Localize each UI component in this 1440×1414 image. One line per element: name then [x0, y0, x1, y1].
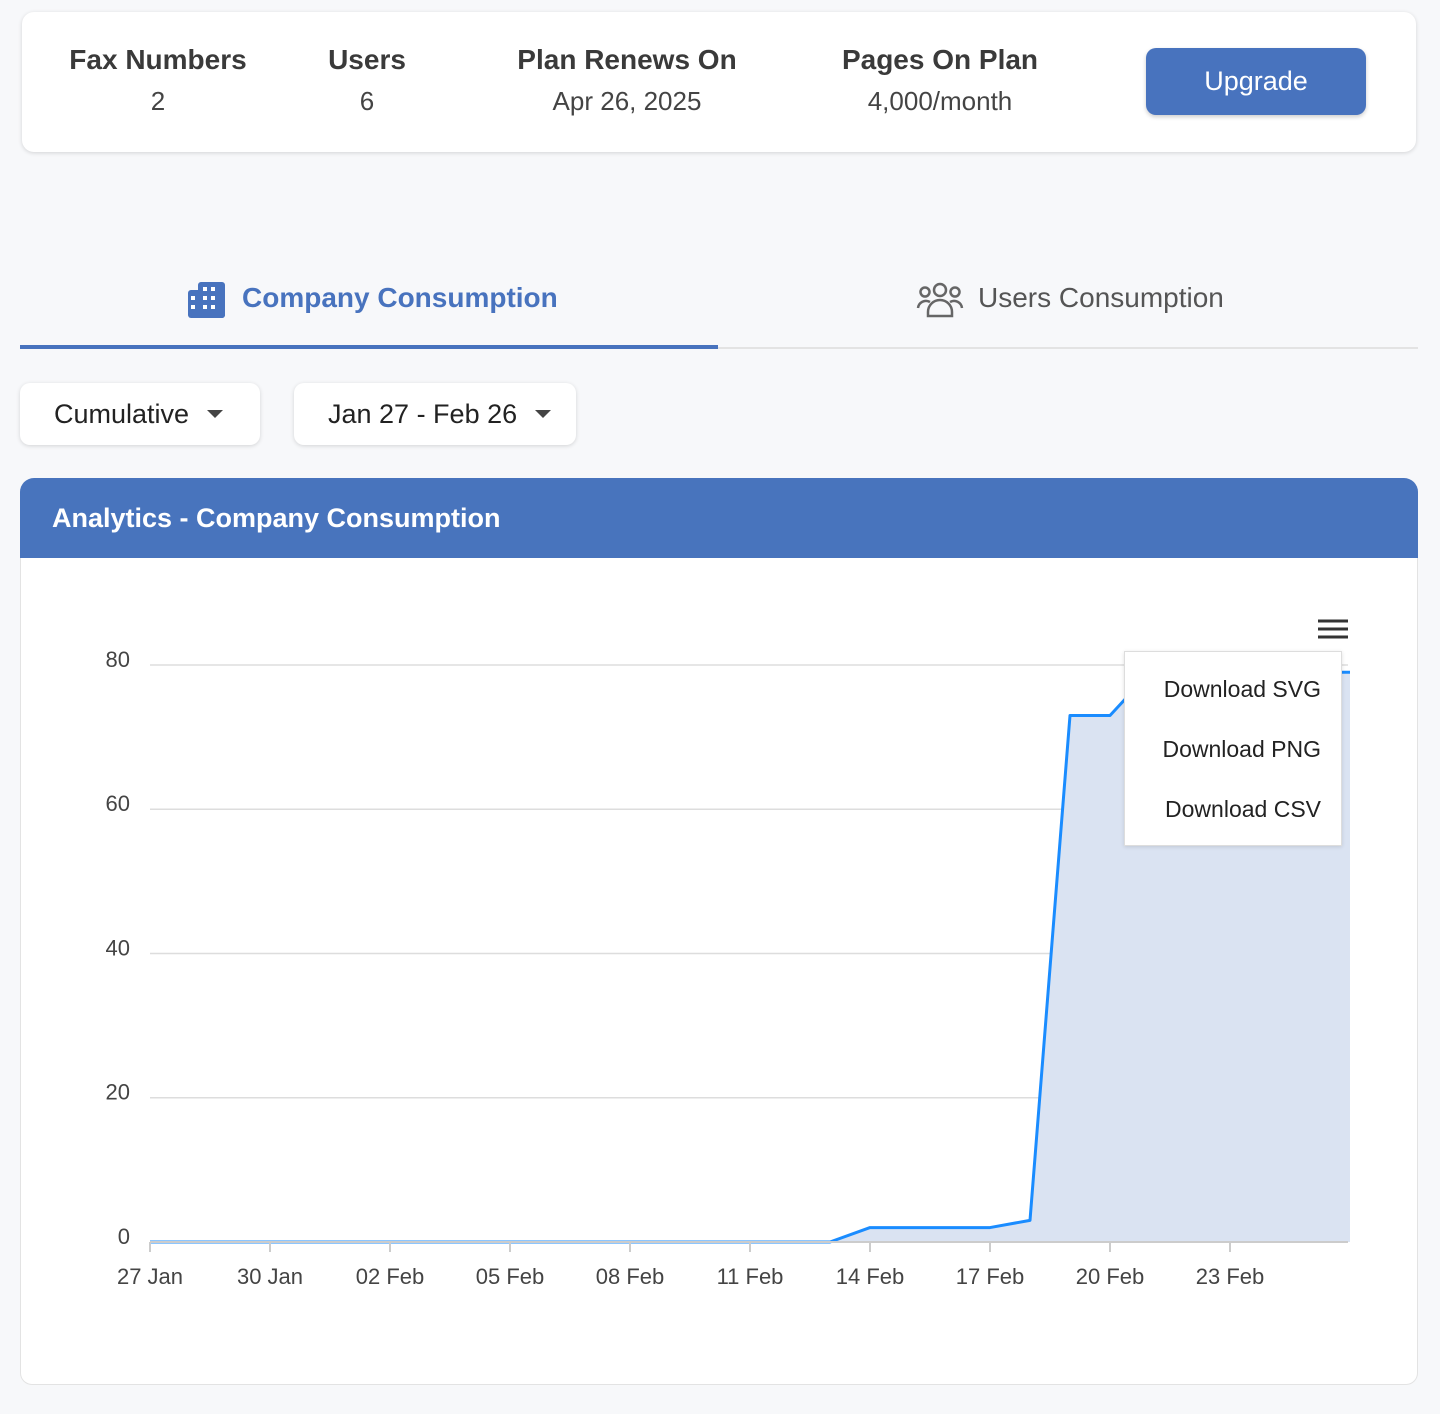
stat-label: Pages On Plan [841, 44, 1039, 75]
users-icon [916, 282, 964, 318]
x-tick-label: 23 Feb [1196, 1264, 1265, 1289]
stat-value: 4,000/month [867, 86, 1013, 116]
stat: Pages On Plan 4,000/month [810, 44, 1070, 117]
panel-title: Analytics - Company Consumption [52, 502, 501, 533]
menu-item[interactable]: Download CSV [1165, 796, 1321, 822]
y-tick-label: 40 [106, 935, 130, 960]
x-tick-label: 17 Feb [956, 1264, 1025, 1289]
y-tick-label: 0 [118, 1224, 130, 1249]
dropdown-label: Jan 27 - Feb 26 [328, 398, 518, 429]
dropdown[interactable]: Jan 27 - Feb 26 [294, 383, 576, 445]
stat-value: Apr 26, 2025 [552, 86, 702, 116]
chart-menu-icon[interactable] [1316, 618, 1350, 642]
tab[interactable]: Users Consumption [978, 282, 1224, 313]
tab-divider [20, 347, 1418, 349]
y-tick-label: 20 [106, 1080, 130, 1105]
x-tick-label: 14 Feb [836, 1264, 905, 1289]
dropdown[interactable]: Cumulative [20, 383, 260, 445]
x-tick-label: 08 Feb [596, 1264, 665, 1289]
menu-item[interactable]: Download SVG [1163, 676, 1321, 702]
y-tick-label: 80 [106, 647, 130, 672]
x-tick-label: 05 Feb [476, 1264, 545, 1289]
x-tick-label: 20 Feb [1076, 1264, 1145, 1289]
tab-indicator [20, 345, 718, 349]
stat-label: Plan Renews On [517, 44, 737, 75]
x-tick-label: 11 Feb [717, 1264, 784, 1289]
tab-active[interactable]: Company Consumption [242, 282, 558, 313]
stat-label: Fax Numbers [69, 44, 247, 75]
y-tick-label: 60 [106, 791, 130, 816]
x-tick-label: 30 Jan [237, 1264, 303, 1289]
menu-item[interactable]: Download PNG [1162, 736, 1321, 762]
upgrade-button[interactable]: Upgrade [1146, 48, 1366, 115]
stat: Fax Numbers 2 [28, 44, 288, 117]
stat-label: Users [328, 44, 406, 75]
x-tick-label: 27 Jan [117, 1264, 183, 1289]
stat: Plan Renews On Apr 26, 2025 [497, 44, 757, 117]
export-menu: Download SVG Download PNG Download CSV [1124, 651, 1342, 846]
dropdown-label: Cumulative [54, 398, 190, 429]
x-tick-label: 02 Feb [356, 1264, 425, 1289]
building-icon [188, 282, 225, 318]
stat: Users 6 [237, 44, 497, 117]
stat-value: 6 [359, 86, 375, 116]
area [150, 672, 1350, 1242]
panel-header: Analytics - Company Consumption [20, 478, 1418, 558]
stat-value: 2 [150, 86, 166, 116]
